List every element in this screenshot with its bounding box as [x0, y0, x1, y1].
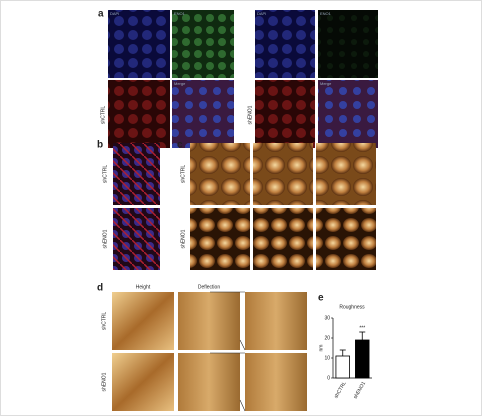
column-label: Deflection: [198, 284, 220, 290]
image-group: [108, 10, 378, 148]
chart-title: Roughness: [339, 304, 365, 310]
y-tick-label: 30: [324, 315, 330, 321]
panel-label: a: [98, 9, 104, 20]
image: [245, 292, 307, 350]
channel-label: ENO1: [320, 11, 332, 16]
row-label: shCTRL: [100, 106, 106, 125]
panel-label: b: [97, 140, 103, 151]
image-group: [190, 143, 376, 270]
image: [245, 353, 307, 411]
image: [112, 353, 174, 411]
channel-label: Merge: [320, 81, 332, 86]
image: [255, 80, 315, 148]
image: [113, 208, 160, 270]
image: [253, 208, 313, 270]
panel-label: d: [97, 283, 103, 294]
y-tick-label: 20: [324, 335, 330, 341]
row-label: shCTRL: [102, 165, 108, 184]
image: [318, 80, 378, 148]
bar: [335, 355, 350, 379]
column-label: Height: [136, 284, 151, 290]
image: [178, 292, 240, 350]
y-axis-label: nm: [318, 345, 324, 352]
image: [316, 208, 376, 270]
row-label: shCTRL: [180, 165, 186, 184]
image: [108, 10, 170, 78]
image: [190, 208, 250, 270]
image: [253, 143, 313, 205]
channel-label: Merge: [174, 81, 186, 86]
channel-label: ENO1: [174, 11, 186, 16]
y-tick-label: 10: [324, 355, 330, 361]
image: [112, 292, 174, 350]
image: [316, 143, 376, 205]
image: [318, 10, 378, 78]
image: [172, 80, 234, 148]
image: [108, 80, 170, 148]
row-label: shCTRL: [101, 312, 107, 331]
y-tick-label: 0: [327, 375, 330, 381]
image: [178, 353, 240, 411]
channel-label: DAPI: [257, 11, 266, 16]
panel-label: e: [318, 293, 324, 304]
image: [190, 143, 250, 205]
panel-label: c: [177, 140, 183, 151]
row-label: shENO1: [247, 105, 253, 124]
bar: [355, 339, 370, 379]
annotation: ***: [359, 325, 365, 331]
row-label: shENO1: [102, 229, 108, 248]
row-label: shENO1: [180, 229, 186, 248]
image: [172, 10, 234, 78]
channel-label: DAPI: [110, 11, 119, 16]
row-label: shENO1: [101, 372, 107, 391]
image: [255, 10, 315, 78]
zoom-line: [210, 291, 246, 412]
image-group: [112, 291, 307, 412]
image: [113, 143, 160, 205]
